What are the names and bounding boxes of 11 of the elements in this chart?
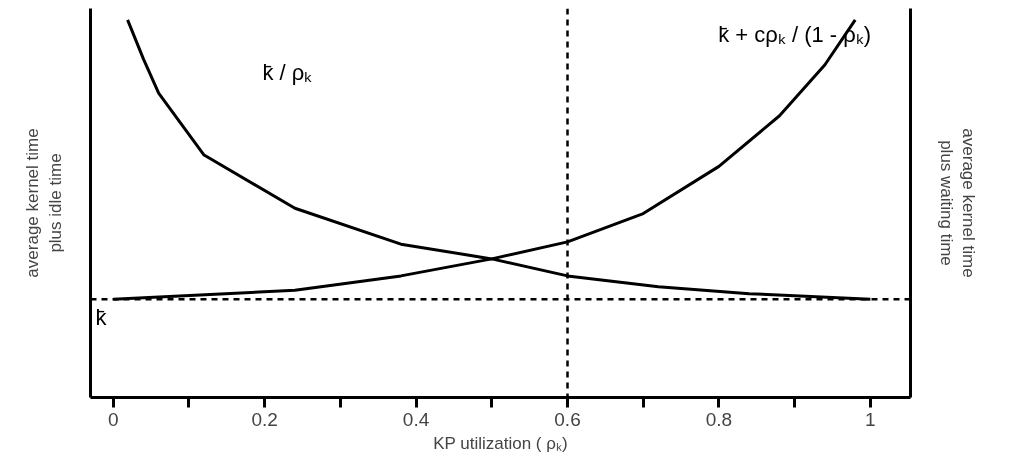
y-axis-title: average kernel time plus idle time bbox=[22, 128, 65, 278]
x-tick-label: 0.8 bbox=[705, 408, 733, 430]
annotation: k̄ / ρₖ bbox=[262, 60, 313, 86]
x-tick-label: 0.6 bbox=[554, 408, 581, 430]
x-tick-label: 0.2 bbox=[251, 408, 278, 430]
ref-line-label: k̄ bbox=[95, 305, 108, 331]
x-tick-label: 1 bbox=[865, 408, 876, 430]
y2-axis-title: average kernel time plus waiting time bbox=[936, 128, 979, 278]
x-axis-title: KP utilization ( ρₖ) bbox=[433, 433, 568, 453]
x-tick-label: 0.4 bbox=[402, 408, 430, 430]
x-tick-label: 0 bbox=[107, 408, 119, 430]
